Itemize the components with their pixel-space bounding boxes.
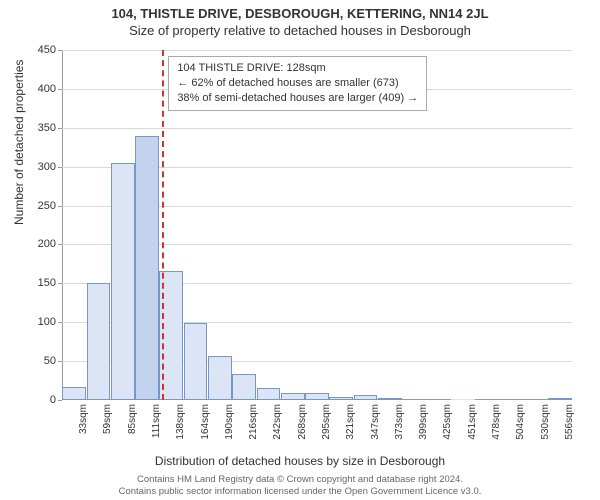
y-tick-label: 450 — [38, 44, 56, 56]
x-tick-label: 556sqm — [564, 404, 575, 440]
histogram-bar — [329, 397, 353, 400]
x-tick-label: 216sqm — [248, 404, 259, 440]
annotation-callout: 104 THISTLE DRIVE: 128sqm← 62% of detach… — [168, 56, 427, 111]
annotation-line2: ← 62% of detached houses are smaller (67… — [177, 76, 418, 91]
annotation-line3: 38% of semi-detached houses are larger (… — [177, 91, 418, 106]
x-tick-label: 33sqm — [78, 404, 89, 434]
x-tick-label: 399sqm — [418, 404, 429, 440]
x-tick-label: 85sqm — [127, 404, 138, 434]
histogram-bar — [257, 388, 281, 400]
gridline — [62, 128, 572, 129]
histogram-bar — [232, 374, 256, 400]
attribution-footer: Contains HM Land Registry data © Crown c… — [0, 474, 600, 498]
x-tick-label: 59sqm — [102, 404, 113, 434]
x-tick-label: 242sqm — [272, 404, 283, 440]
property-marker-line — [162, 50, 164, 400]
x-tick-label: 478sqm — [491, 404, 502, 440]
y-tick-label: 350 — [38, 122, 56, 134]
histogram-bar — [111, 163, 135, 400]
histogram-bar — [62, 387, 86, 400]
chart-title-line2: Size of property relative to detached ho… — [0, 23, 600, 38]
x-tick-label: 530sqm — [540, 404, 551, 440]
gridline — [62, 50, 572, 51]
x-tick-label: 164sqm — [200, 404, 211, 440]
x-axis-label: Distribution of detached houses by size … — [0, 454, 600, 468]
x-tick-label: 451sqm — [467, 404, 478, 440]
histogram-bar — [451, 399, 475, 400]
y-tick-label: 150 — [38, 277, 56, 289]
x-tick-label: 268sqm — [297, 404, 308, 440]
histogram-bar — [548, 398, 572, 400]
histogram-bar — [135, 136, 159, 400]
chart-plot-area: 05010015020025030035040045033sqm59sqm85s… — [62, 50, 572, 400]
x-tick-label: 425sqm — [442, 404, 453, 440]
x-tick-label: 111sqm — [151, 404, 162, 438]
x-tick-label: 295sqm — [321, 404, 332, 440]
annotation-line1: 104 THISTLE DRIVE: 128sqm — [177, 61, 418, 76]
y-tick-label: 400 — [38, 83, 56, 95]
chart-title-block: 104, THISTLE DRIVE, DESBOROUGH, KETTERIN… — [0, 0, 600, 38]
x-tick-label: 138sqm — [175, 404, 186, 440]
y-tick-label: 200 — [38, 238, 56, 250]
histogram-bar — [184, 323, 208, 400]
histogram-bar — [354, 395, 378, 400]
histogram-bar — [305, 393, 329, 400]
histogram-bar — [378, 398, 402, 400]
y-tick-label: 100 — [38, 316, 56, 328]
histogram-bar — [281, 393, 305, 400]
y-tick-label: 250 — [38, 200, 56, 212]
y-tick-label: 0 — [50, 394, 56, 406]
footer-line1: Contains HM Land Registry data © Crown c… — [0, 474, 600, 486]
y-tick-label: 50 — [44, 355, 56, 367]
chart-title-line1: 104, THISTLE DRIVE, DESBOROUGH, KETTERIN… — [0, 6, 600, 21]
footer-line2: Contains public sector information licen… — [0, 486, 600, 498]
histogram-bar — [208, 356, 232, 400]
y-tick-label: 300 — [38, 161, 56, 173]
histogram-bar — [87, 283, 111, 400]
x-tick-label: 373sqm — [394, 404, 405, 440]
y-axis-label: Number of detached properties — [12, 60, 26, 225]
x-tick-label: 190sqm — [224, 404, 235, 440]
x-tick-label: 321sqm — [345, 404, 356, 440]
x-tick-label: 504sqm — [515, 404, 526, 440]
x-tick-label: 347sqm — [370, 404, 381, 440]
